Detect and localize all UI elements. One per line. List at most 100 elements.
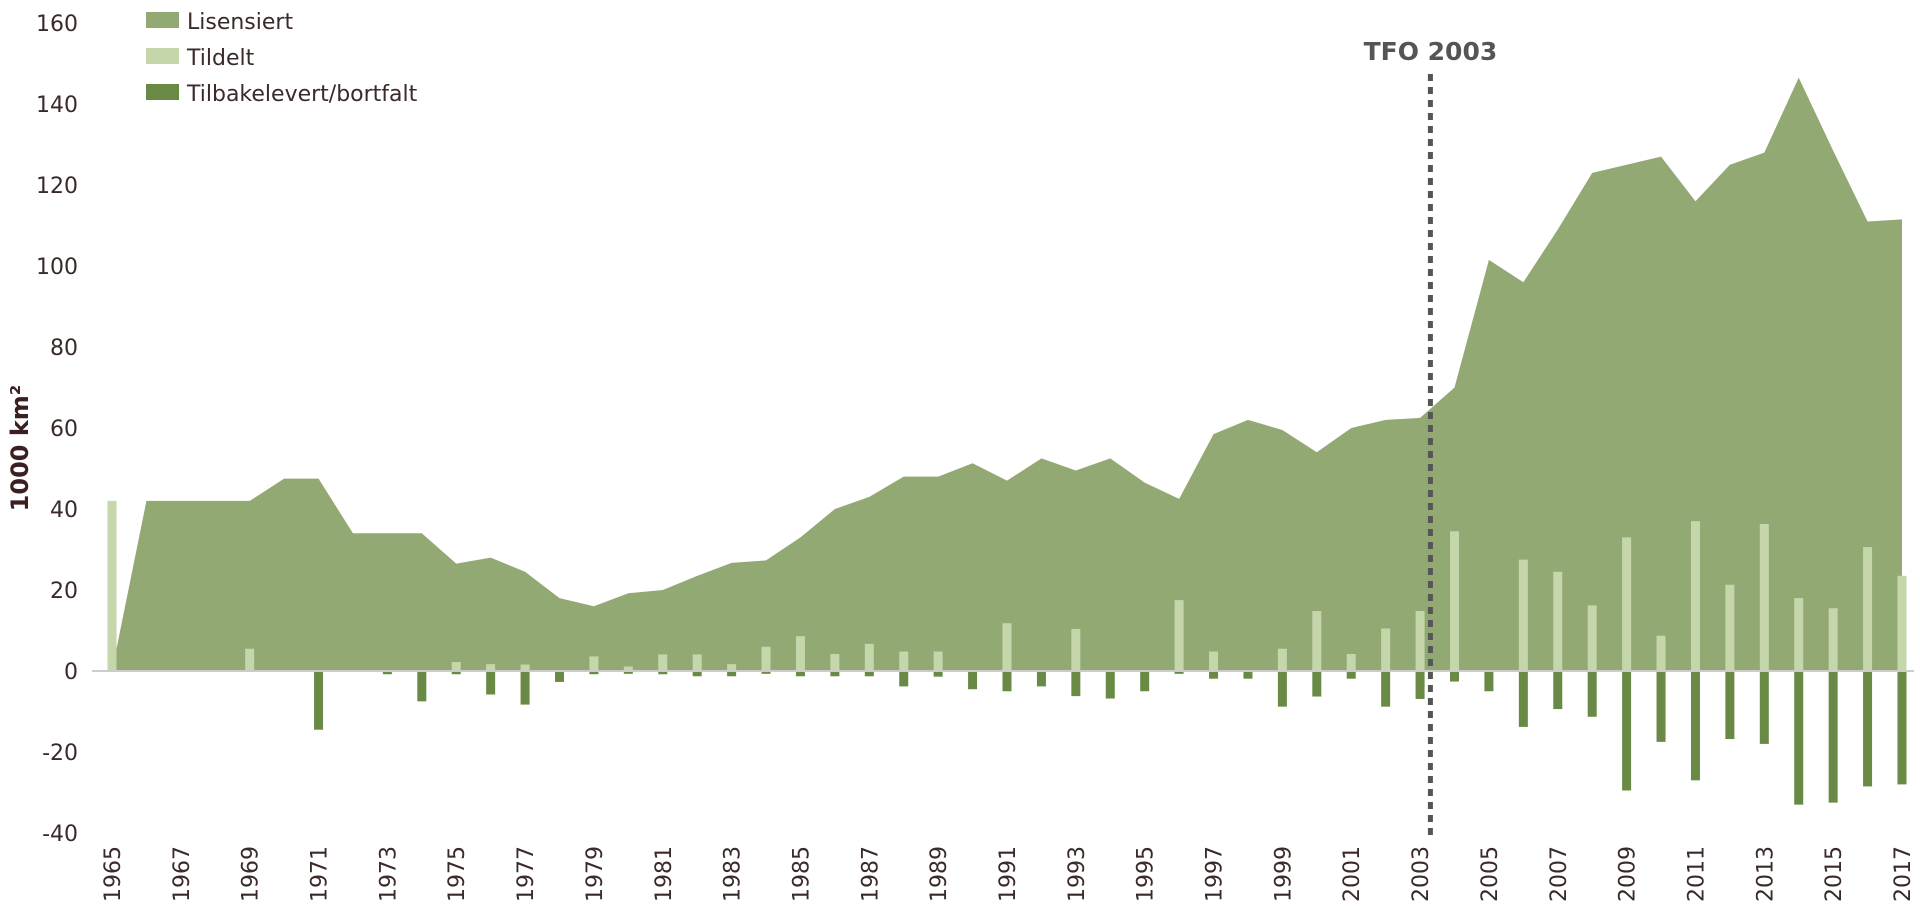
legend: Lisensiert Tildelt Tilbakelevert/bortfalt [146,10,418,107]
bar-tilbakelevert [623,671,633,674]
annotation-label: TFO 2003 [1364,37,1498,66]
bar-tildelt [486,664,496,671]
bar-tilbakelevert [830,671,840,677]
x-tick-label: 1981 [652,846,677,902]
y-tick-label: 140 [36,93,78,118]
bar-tildelt [727,664,737,671]
x-tick-label: 2011 [1684,846,1709,902]
bar-tilbakelevert [1105,671,1115,699]
x-tick-label: 2005 [1478,846,1503,902]
legend-label: Lisensiert [187,10,293,35]
y-tick-label: 160 [36,12,78,37]
bar-tilbakelevert [1759,671,1769,744]
bar-tilbakelevert [692,671,702,677]
x-tick-label: 1979 [583,846,608,902]
bar-tilbakelevert [314,671,324,730]
bar-tildelt [1725,584,1735,671]
annotations: TFO 2003 [1364,37,1498,840]
bar-tilbakelevert [520,671,530,705]
bar-tilbakelevert [1518,671,1528,727]
bar-tildelt [761,646,771,671]
plot-area [92,77,1914,805]
bar-tildelt [795,636,805,671]
bar-tilbakelevert [1587,671,1597,717]
bar-tilbakelevert [1036,671,1046,687]
bar-tilbakelevert [555,671,564,682]
bar-tildelt [1553,571,1563,671]
bar-tilbakelevert [933,671,943,677]
x-tick-label: 2009 [1616,846,1641,902]
bar-tilbakelevert [1381,671,1391,707]
bar-tilbakelevert [1897,671,1907,785]
bar-tilbakelevert [1277,671,1287,707]
bar-tildelt [1897,575,1907,671]
y-tick-label: 0 [64,660,78,685]
x-tick-label: 1971 [308,846,333,902]
bar-tilbakelevert [1828,671,1838,803]
bar-tildelt [1277,648,1287,671]
bar-tildelt [1450,531,1459,671]
bar-tilbakelevert [658,671,668,675]
bar-tilbakelevert [1450,671,1459,682]
bar-tilbakelevert [1656,671,1666,742]
y-tick-label: 40 [50,498,78,523]
x-tick-label: 1977 [514,846,539,902]
bar-tilbakelevert [1071,671,1081,697]
x-tick-label: 1987 [858,846,883,902]
x-tick-label: 1995 [1134,846,1159,902]
bar-tilbakelevert [589,671,599,675]
x-tick-label: 1969 [239,846,264,902]
bar-tildelt [1759,523,1769,671]
x-tick-label: 2003 [1409,846,1434,902]
bar-tildelt [830,653,840,671]
bar-tildelt [1828,608,1838,671]
legend-swatch [146,48,179,64]
bar-tilbakelevert [1312,671,1322,697]
y-tick-label: 120 [36,174,78,199]
bar-tilbakelevert [451,671,461,675]
legend-swatch [146,12,179,28]
legend-label: Tildelt [186,46,255,71]
y-tick-label: 80 [50,336,78,361]
y-tick-label: -20 [42,741,78,766]
bar-tilbakelevert [1553,671,1563,710]
bar-tildelt [1209,651,1219,671]
y-tick-label: 20 [50,579,78,604]
bar-tildelt [623,666,633,671]
bar-tildelt [1656,635,1666,671]
bar-tilbakelevert [417,671,427,702]
bar-tildelt [1587,605,1597,671]
bar-tildelt [520,664,530,671]
area-lisensiert [112,77,1902,672]
bar-tilbakelevert [1243,671,1253,679]
x-tick-label: 1983 [721,846,746,902]
bar-tilbakelevert [1484,671,1494,692]
bar-tildelt [899,651,909,671]
bar-tildelt [1381,628,1391,671]
bar-tilbakelevert [1690,671,1700,781]
bar-tilbakelevert [1346,671,1356,679]
bar-tilbakelevert [864,671,874,677]
bar-tilbakelevert [1174,671,1184,674]
y-tick-label: 100 [36,255,78,280]
bar-tildelt [1518,559,1528,671]
x-tick-label: 1973 [376,846,401,902]
legend-label: Tilbakelevert/bortfalt [186,82,418,107]
bar-tilbakelevert [1725,671,1735,740]
bar-tilbakelevert [1794,671,1804,805]
x-tick-label: 1993 [1065,846,1090,902]
bar-tildelt [1622,537,1632,671]
x-tick-label: 2013 [1753,846,1778,902]
bar-tilbakelevert [727,671,737,677]
bar-tilbakelevert [899,671,909,687]
bar-tilbakelevert [761,671,771,674]
x-tick-label: 1999 [1271,846,1296,902]
x-tick-label: 1967 [170,846,195,902]
bar-tilbakelevert [1863,671,1873,787]
x-tick-label: 1989 [927,846,952,902]
bar-tilbakelevert [968,671,978,690]
y-tick-label: 60 [50,417,78,442]
bar-tildelt [1071,628,1081,671]
bar-tildelt [1863,547,1873,671]
